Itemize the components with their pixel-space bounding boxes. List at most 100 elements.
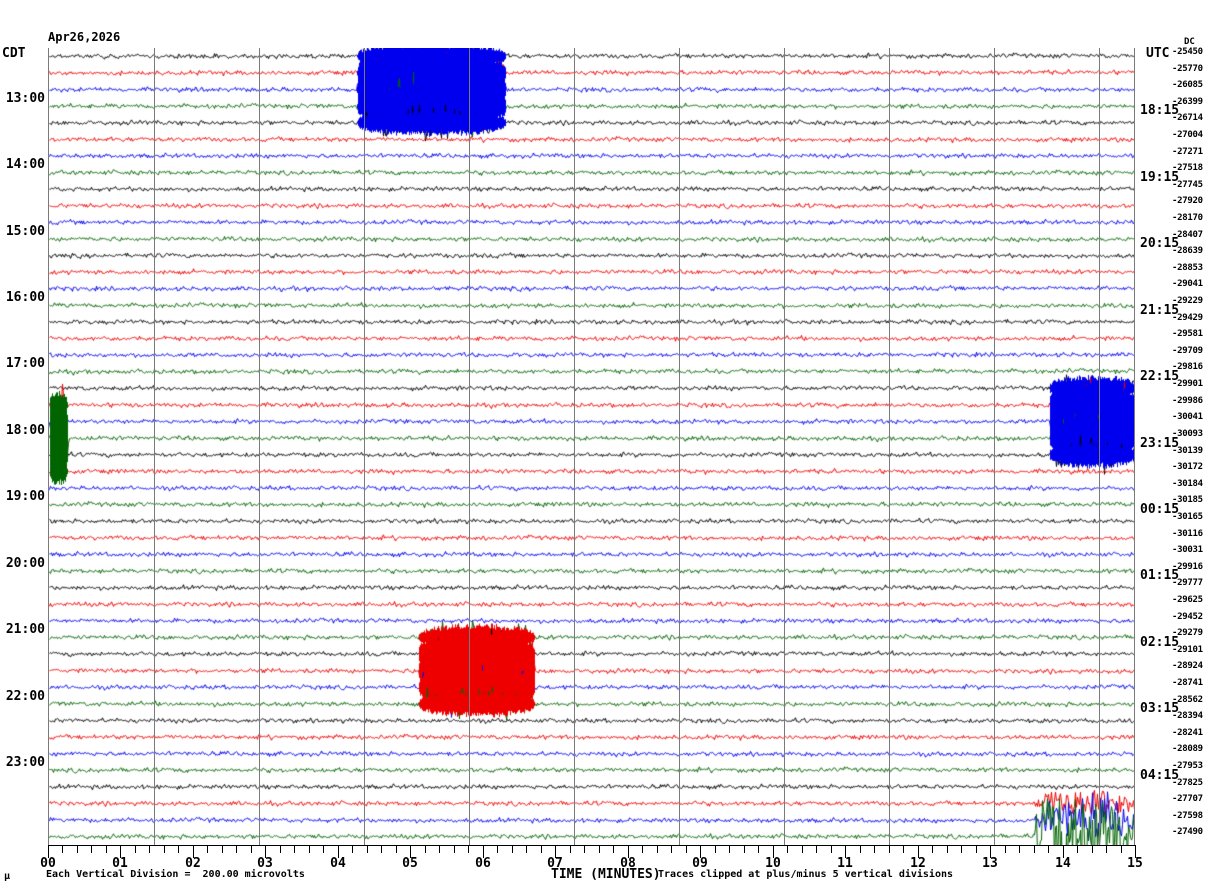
x-axis-minor-tick — [294, 846, 295, 853]
right-hour-label: 22:15 — [1140, 369, 1180, 385]
x-axis-minor-tick — [164, 846, 165, 853]
x-axis-minor-tick — [1005, 846, 1006, 853]
x-axis-minor-tick — [787, 846, 788, 853]
x-axis-tick-label: 02 — [185, 856, 201, 871]
x-axis-tick-label: 09 — [692, 856, 708, 871]
dc-offset-value: -29709 — [1172, 345, 1203, 356]
x-axis-tick-label: 12 — [910, 856, 926, 871]
microvolt-symbol: μ — [4, 871, 11, 882]
x-axis-minor-tick — [367, 846, 368, 853]
x-axis-major-tick — [845, 846, 846, 858]
vertical-gridline — [994, 48, 995, 845]
vertical-gridline — [469, 48, 470, 845]
x-axis-minor-tick — [425, 846, 426, 853]
x-axis-minor-tick — [599, 846, 600, 853]
dc-offset-value: -27004 — [1172, 130, 1203, 141]
vertical-gridline — [784, 48, 785, 845]
x-axis-minor-tick — [541, 846, 542, 853]
dc-offset-value: -29101 — [1172, 644, 1203, 655]
dc-offset-value: -29986 — [1172, 395, 1203, 406]
dc-offset-value: -25770 — [1172, 63, 1203, 74]
dc-offset-value: -29916 — [1172, 561, 1203, 572]
x-axis-minor-tick — [1077, 846, 1078, 853]
right-hour-label: 00:15 — [1140, 501, 1180, 517]
x-axis-major-tick — [410, 846, 411, 858]
dc-offset-value: -26085 — [1172, 80, 1203, 91]
x-axis-minor-tick — [903, 846, 904, 853]
vertical-gridline — [1099, 48, 1100, 845]
x-axis-minor-tick — [91, 846, 92, 853]
left-hour-label: 23:00 — [5, 754, 45, 770]
dc-offset-value: -29452 — [1172, 611, 1203, 622]
dc-offset-value: -30041 — [1172, 412, 1203, 423]
dc-offset-value: -29581 — [1172, 329, 1203, 340]
scale-note: Each Vertical Division = 200.00 microvol… — [46, 869, 305, 880]
dc-offset-value: -30116 — [1172, 528, 1203, 539]
x-axis-minor-tick — [976, 846, 977, 853]
x-axis-minor-tick — [729, 846, 730, 853]
right-hour-label: 20:15 — [1140, 236, 1180, 252]
dc-offset-value: -29429 — [1172, 312, 1203, 323]
dc-offset-value: -27598 — [1172, 810, 1203, 821]
trace-canvas — [49, 48, 1134, 845]
x-axis-minor-tick — [1034, 846, 1035, 853]
x-axis-minor-tick — [1092, 846, 1093, 853]
x-axis-minor-tick — [106, 846, 107, 853]
x-axis-minor-tick — [1121, 846, 1122, 853]
x-axis-major-tick — [628, 846, 629, 858]
left-hour-label: 21:00 — [5, 622, 45, 638]
left-hour-label: 18:00 — [5, 422, 45, 438]
x-axis-major-tick — [193, 846, 194, 858]
right-hour-label: 03:15 — [1140, 701, 1180, 717]
x-axis-tick-label: 00 — [40, 856, 56, 871]
x-axis-major-tick — [990, 846, 991, 858]
left-hour-label: 14:00 — [5, 157, 45, 173]
x-axis-minor-tick — [352, 846, 353, 853]
x-axis-minor-tick — [309, 846, 310, 853]
x-axis-minor-tick — [135, 846, 136, 853]
x-axis-minor-tick — [671, 846, 672, 853]
dc-offset-value: -28394 — [1172, 711, 1203, 722]
right-hour-label: 23:15 — [1140, 435, 1180, 451]
x-axis-tick-label: 14 — [1055, 856, 1071, 871]
x-axis-minor-tick — [381, 846, 382, 853]
x-axis-minor-tick — [657, 846, 658, 853]
x-axis-minor-tick — [454, 846, 455, 853]
x-axis-major-tick — [1135, 846, 1136, 858]
dc-offset-value: -28170 — [1172, 213, 1203, 224]
x-axis-line — [48, 845, 1136, 846]
x-axis-minor-tick — [642, 846, 643, 853]
dc-offset-value: -30185 — [1172, 495, 1203, 506]
x-axis-minor-tick — [236, 846, 237, 853]
x-axis-major-tick — [483, 846, 484, 858]
dc-offset-value: -28407 — [1172, 229, 1203, 240]
dc-offset-value: -29816 — [1172, 362, 1203, 373]
dc-offset-value: -27953 — [1172, 760, 1203, 771]
dc-offset-value: -28924 — [1172, 661, 1203, 672]
x-axis-tick-label: 07 — [547, 856, 563, 871]
vertical-gridline — [154, 48, 155, 845]
x-axis-tick-label: 04 — [330, 856, 346, 871]
dc-offset-value: -28089 — [1172, 744, 1203, 755]
left-timezone-label: CDT — [2, 46, 26, 61]
x-axis-tick-label: 10 — [765, 856, 781, 871]
dc-offset-value: -27271 — [1172, 146, 1203, 157]
dc-offset-value: -30184 — [1172, 478, 1203, 489]
x-axis-minor-tick — [280, 846, 281, 853]
x-axis-major-tick — [773, 846, 774, 858]
x-axis-minor-tick — [874, 846, 875, 853]
dc-offset-value: -30165 — [1172, 511, 1203, 522]
dc-offset-value: -28562 — [1172, 694, 1203, 705]
vertical-gridline — [574, 48, 575, 845]
x-axis-minor-tick — [860, 846, 861, 853]
left-hour-label: 17:00 — [5, 356, 45, 372]
x-axis-major-tick — [1063, 846, 1064, 858]
left-hour-label: 20:00 — [5, 555, 45, 571]
x-axis-minor-tick — [816, 846, 817, 853]
x-axis-minor-tick — [526, 846, 527, 853]
dc-offset-value: -29041 — [1172, 279, 1203, 290]
dc-offset-value: -26714 — [1172, 113, 1203, 124]
dc-offset-value: -27825 — [1172, 777, 1203, 788]
dc-offset-value: -27920 — [1172, 196, 1203, 207]
right-hour-label: 21:15 — [1140, 302, 1180, 318]
